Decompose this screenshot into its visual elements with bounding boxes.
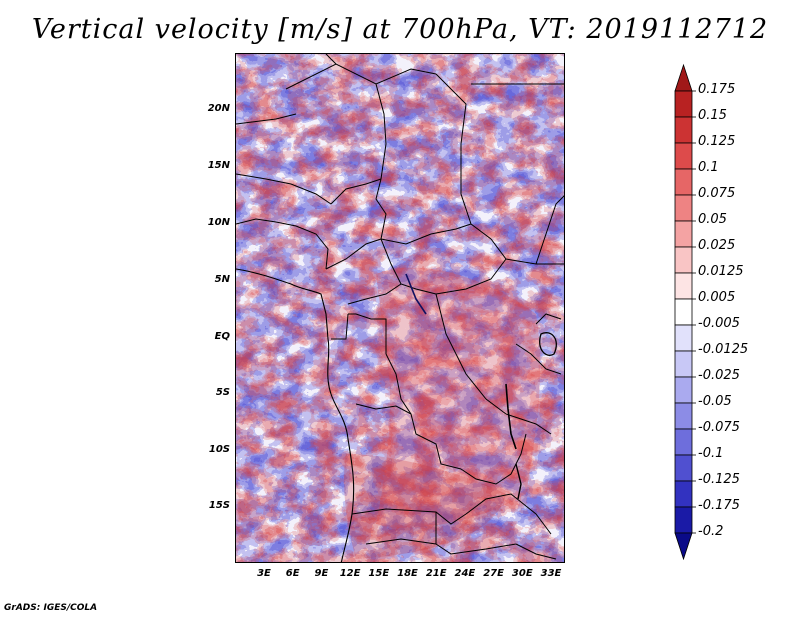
colorbar-label: 0.125 bbox=[698, 134, 736, 149]
longitude-label: 30E bbox=[511, 568, 533, 579]
latitude-label: 10S bbox=[208, 444, 230, 455]
colorbar-segment bbox=[674, 376, 693, 404]
colorbar-label: -0.175 bbox=[698, 498, 740, 513]
colorbar-label: -0.05 bbox=[698, 394, 732, 409]
colorbar bbox=[674, 63, 696, 560]
colorbar-label: -0.2 bbox=[698, 524, 724, 539]
longitude-label: 9E bbox=[314, 568, 329, 579]
vertical-velocity-field bbox=[236, 54, 564, 562]
colorbar-segment bbox=[674, 272, 693, 300]
latitude-label: EQ bbox=[214, 331, 230, 342]
longitude-label: 3E bbox=[257, 568, 271, 579]
map-plot-area bbox=[235, 53, 565, 563]
colorbar-segment bbox=[674, 350, 693, 378]
colorbar-segment bbox=[674, 116, 693, 144]
colorbar-label: 0.0125 bbox=[698, 264, 744, 279]
colorbar-segment bbox=[674, 90, 693, 118]
colorbar-label: -0.125 bbox=[698, 472, 740, 487]
latitude-label: 5S bbox=[215, 387, 230, 398]
colorbar-label: -0.025 bbox=[698, 368, 740, 383]
colorbar-segment bbox=[674, 506, 693, 534]
chart-title: Vertical velocity [m/s] at 700hPa, VT: 2… bbox=[31, 14, 769, 45]
colorbar-segment bbox=[674, 194, 693, 222]
latitude-label: 20N bbox=[207, 103, 230, 114]
grads-credit: GrADS: IGES/COLA bbox=[4, 603, 98, 613]
longitude-label: 6E bbox=[285, 568, 300, 579]
longitude-label: 21E bbox=[425, 568, 447, 579]
longitude-label: 27E bbox=[483, 568, 504, 579]
colorbar-segment bbox=[674, 220, 693, 248]
colorbar-segment bbox=[674, 324, 693, 352]
colorbar-segment bbox=[674, 428, 693, 456]
latitude-label: 10N bbox=[207, 217, 230, 228]
longitude-label: 33E bbox=[540, 568, 562, 579]
colorbar-segment bbox=[674, 402, 693, 430]
colorbar-label: -0.075 bbox=[698, 420, 740, 435]
colorbar-segment bbox=[674, 532, 693, 560]
longitude-label: 24E bbox=[454, 568, 476, 579]
colorbar-segment bbox=[674, 168, 693, 196]
colorbar-segment bbox=[674, 298, 693, 326]
colorbar-label: 0.175 bbox=[698, 82, 736, 97]
colorbar-label: 0.05 bbox=[698, 212, 727, 227]
colorbar-label: 0.1 bbox=[698, 160, 719, 175]
colorbar-segment bbox=[674, 63, 693, 92]
colorbar-label: 0.005 bbox=[698, 290, 736, 305]
colorbar-segment bbox=[674, 246, 693, 274]
colorbar-segment bbox=[674, 454, 693, 482]
colorbar-segment bbox=[674, 142, 693, 170]
colorbar-label: 0.075 bbox=[698, 186, 736, 201]
latitude-label: 15S bbox=[208, 500, 230, 511]
colorbar-label: -0.1 bbox=[698, 446, 724, 461]
longitude-label: 15E bbox=[368, 568, 390, 579]
colorbar-label: -0.0125 bbox=[698, 342, 749, 357]
colorbar-segment bbox=[674, 480, 693, 508]
colorbar-label: 0.15 bbox=[698, 108, 727, 123]
latitude-label: 5N bbox=[214, 274, 230, 285]
longitude-label: 12E bbox=[339, 568, 361, 579]
latitude-label: 15N bbox=[207, 160, 230, 171]
field-speckle bbox=[236, 54, 564, 562]
country-borders bbox=[236, 54, 564, 562]
colorbar-label: -0.005 bbox=[698, 316, 740, 331]
colorbar-label: 0.025 bbox=[698, 238, 736, 253]
longitude-label: 18E bbox=[397, 568, 418, 579]
